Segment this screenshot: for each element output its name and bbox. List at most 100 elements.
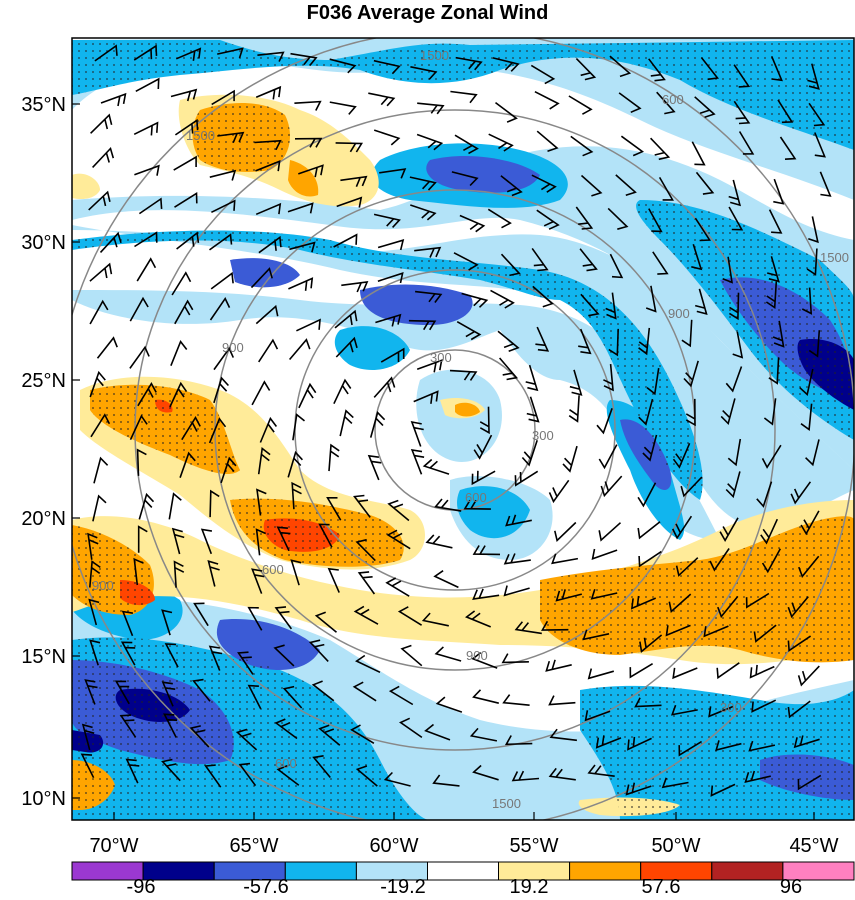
ring-label: 300	[430, 350, 452, 365]
wind-barb	[728, 206, 744, 231]
wind-barb	[92, 146, 115, 168]
wind-barb	[587, 764, 615, 777]
wind-barb	[672, 442, 691, 469]
wind-barb	[715, 740, 742, 752]
wind-barb	[639, 634, 663, 654]
wind-barb	[551, 553, 579, 565]
wind-barb	[410, 204, 437, 221]
wind-barb	[217, 47, 244, 59]
wind-barb	[417, 102, 445, 115]
orange-region	[288, 160, 319, 197]
wind-barb	[213, 376, 229, 404]
wind-barb	[800, 403, 813, 431]
ring-label: 1500	[492, 796, 521, 811]
wind-barb	[488, 133, 514, 152]
wind-barb	[209, 233, 233, 251]
wind-barb	[725, 471, 741, 499]
wind-barb	[274, 606, 293, 630]
wind-barb	[596, 408, 613, 435]
map-title: F036 Average Zonal Wind	[306, 2, 549, 24]
wind-barb	[722, 256, 734, 284]
wind-barb	[258, 235, 282, 254]
wind-barb	[340, 175, 368, 188]
wind-barb	[716, 662, 740, 680]
lat-tick-label: 30°N	[21, 232, 66, 254]
wind-barb	[695, 288, 708, 316]
ring-label: 300	[532, 428, 554, 443]
wind-barb	[627, 736, 652, 751]
lon-tick-label: 65°W	[229, 835, 278, 857]
wind-barb	[129, 414, 148, 441]
wind-barb	[164, 643, 179, 668]
wind-barb	[213, 346, 235, 371]
wind-barb	[357, 571, 376, 595]
wind-barb	[691, 244, 703, 271]
wind-barb	[727, 438, 742, 467]
wind-barb	[96, 336, 118, 359]
wind-barb	[383, 771, 411, 787]
wind-barb	[80, 753, 95, 779]
wind-barb	[598, 522, 622, 542]
wind-barb	[531, 247, 549, 272]
wind-barb	[471, 470, 496, 486]
wind-barb	[650, 137, 671, 161]
wind-barb	[694, 96, 716, 118]
ring-label: 1500	[186, 128, 215, 143]
light-blue-band	[72, 225, 854, 530]
wind-barb	[691, 141, 706, 166]
lat-axis	[72, 103, 80, 799]
wind-barb	[587, 668, 615, 680]
wind-barb	[161, 758, 181, 782]
wind-barb	[678, 740, 703, 757]
wind-barb	[163, 713, 178, 738]
wind-barb	[256, 488, 267, 516]
wind-barb	[535, 326, 550, 352]
wind-barb	[568, 95, 593, 115]
wind-barb	[569, 369, 583, 396]
wind-barb	[318, 523, 333, 548]
wind-barb	[258, 338, 279, 363]
wind-barb	[683, 360, 699, 388]
wind-barb	[656, 91, 676, 115]
wind-barb	[464, 610, 492, 628]
colorbar-swatch	[284, 861, 357, 881]
wind-barb	[333, 378, 352, 405]
wind-barb	[368, 92, 396, 107]
wind-barb	[511, 770, 540, 782]
wind-barb	[498, 357, 519, 381]
wind-barb	[434, 498, 462, 512]
wind-barb	[748, 740, 776, 752]
lon-tick-label: 55°W	[509, 835, 558, 857]
wind-barb	[638, 327, 651, 356]
wind-barb	[548, 767, 576, 781]
colorbar	[71, 861, 855, 881]
wind-barb	[416, 359, 443, 373]
wind-barb	[328, 443, 340, 472]
lat-tick-label: 20°N	[21, 508, 66, 530]
wind-barb	[209, 297, 231, 321]
wind-barb	[88, 598, 100, 626]
wind-barb	[638, 398, 654, 426]
wind-barb	[171, 527, 185, 555]
wind-barb	[133, 44, 158, 61]
wind-barb	[582, 629, 610, 641]
wind-barb	[336, 196, 363, 208]
wind-barb	[620, 135, 644, 157]
wind-barb	[174, 191, 198, 208]
wind-barb	[121, 610, 134, 637]
wind-barb	[254, 139, 282, 151]
wind-barb	[425, 534, 453, 549]
wind-barb	[355, 765, 378, 787]
wind-barb	[210, 271, 234, 290]
wind-barb	[171, 271, 192, 296]
wind-barb	[333, 233, 358, 248]
wind-barb	[377, 239, 405, 251]
wind-barb	[298, 382, 317, 409]
wind-barb	[471, 651, 498, 669]
wind-barb	[251, 380, 271, 406]
wind-barb	[289, 241, 316, 253]
wind-barb	[161, 681, 176, 707]
wind-barb	[276, 526, 291, 552]
wind-barb	[584, 710, 611, 722]
wind-barb	[472, 588, 500, 600]
